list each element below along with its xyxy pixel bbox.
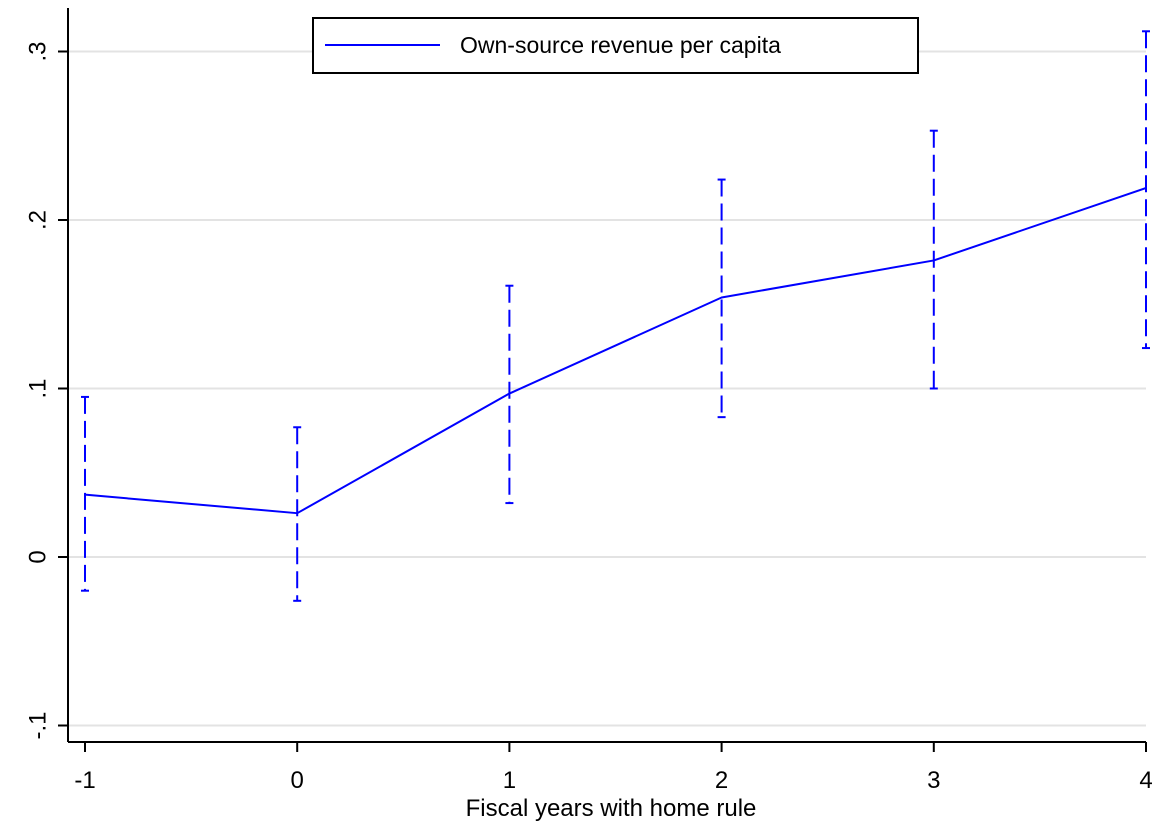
y-tick-label: .2 — [25, 210, 52, 230]
x-tick-label: 3 — [927, 767, 940, 794]
error-bar — [717, 178, 726, 419]
error-bar — [1142, 30, 1150, 350]
y-axis-ticks: -.1 0 .1 .2 .3 — [25, 41, 68, 740]
y-tick-label: 0 — [25, 550, 52, 563]
x-tick-label: 2 — [715, 767, 728, 794]
legend: Own-source revenue per capita — [312, 17, 919, 74]
y-tick-label: .3 — [25, 41, 52, 61]
x-tick-label: 4 — [1139, 767, 1152, 794]
legend-label: Own-source revenue per capita — [460, 32, 781, 58]
x-axis-title: Fiscal years with home rule — [466, 795, 757, 822]
y-tick-label: .1 — [25, 378, 52, 398]
axes — [67, 8, 1146, 743]
x-tick-label: 1 — [503, 767, 516, 794]
x-tick-label: 0 — [291, 767, 304, 794]
x-axis-ticks: -1 0 1 2 3 4 — [74, 742, 1152, 794]
series-line — [84, 187, 1147, 515]
error-bar — [81, 395, 89, 592]
y-tick-label: -.1 — [25, 711, 52, 739]
x-tick-label: -1 — [74, 767, 95, 794]
series-line-group — [84, 187, 1147, 515]
